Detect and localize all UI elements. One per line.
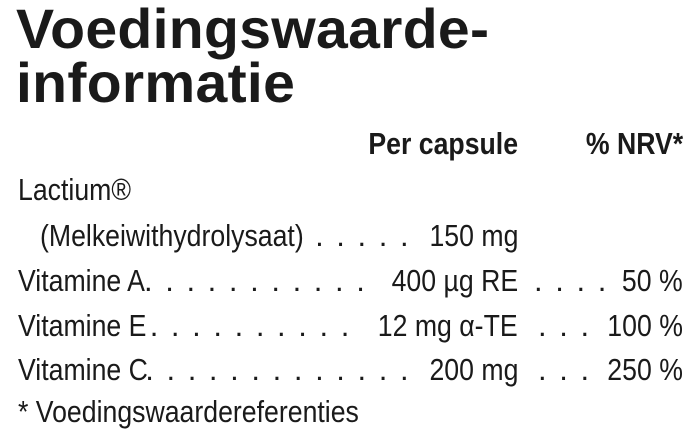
nutrient-label: Vitamine A <box>18 263 145 298</box>
nutrient-label: Vitamine E <box>18 308 147 343</box>
nutrient-amount: 400 µg RE <box>391 263 518 298</box>
lactium-label: Lactium® <box>18 172 131 207</box>
column-header-per-capsule: Per capsule <box>368 126 518 161</box>
nutrient-nrv: 100 % <box>607 308 683 343</box>
nutrient-label: (Melkeiwithydrolysaat) <box>40 218 304 253</box>
nutrient-label: Vitamine C <box>18 352 148 387</box>
dot-leader <box>528 306 595 346</box>
table-row-lactium: (Melkeiwithydrolysaat) 150 mg <box>0 216 700 256</box>
nutrient-nrv: 50 % <box>622 263 683 298</box>
column-header-nrv: % NRV* <box>585 126 683 161</box>
dot-leader <box>139 350 415 390</box>
footnote: * Voedingswaardereferenties <box>18 394 359 429</box>
dot-leader <box>136 261 371 301</box>
title-line-2: informatie <box>16 51 296 114</box>
dot-leader <box>528 350 595 390</box>
nutrient-nrv: 250 % <box>607 352 683 387</box>
dot-leader <box>137 306 355 346</box>
table-row: Vitamine C 200 mg 250 % <box>0 350 700 390</box>
nutrient-amount: 12 mg α-TE <box>378 308 518 343</box>
page-title: Voedingswaarde- informatie <box>16 0 490 114</box>
title-line-1: Voedingswaarde- <box>16 0 490 60</box>
nutrient-amount: 150 mg <box>429 218 518 253</box>
dot-leader <box>318 216 415 256</box>
nutrient-amount: 200 mg <box>429 352 518 387</box>
table-row: Vitamine E 12 mg α-TE 100 % <box>0 306 700 346</box>
dot-leader <box>528 261 612 301</box>
table-row: Vitamine A 400 µg RE 50 % <box>0 261 700 301</box>
